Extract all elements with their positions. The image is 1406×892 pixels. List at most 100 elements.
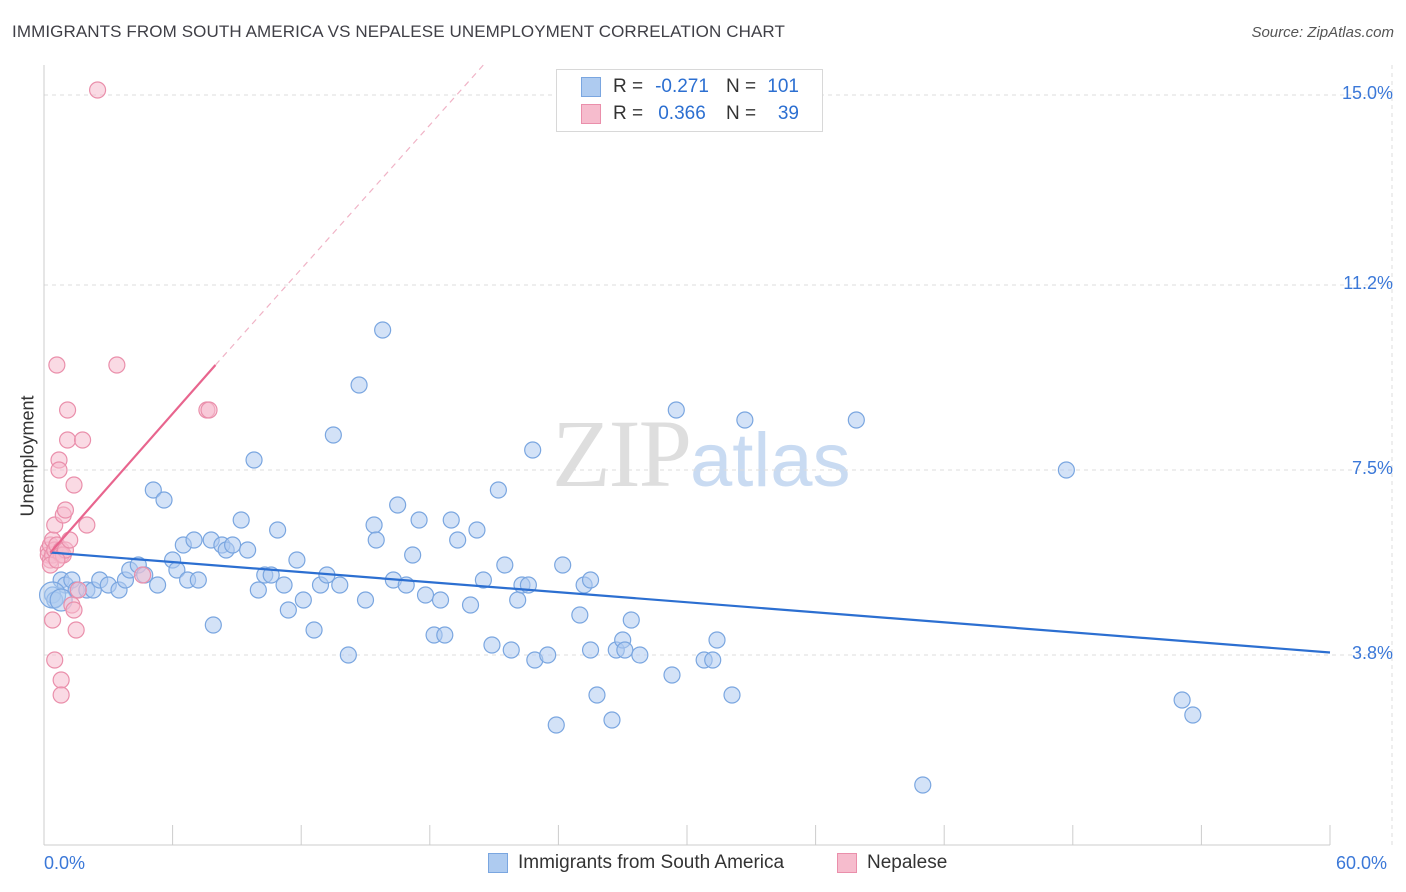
immigrants-point [239, 541, 257, 559]
nepalese-point [73, 431, 92, 449]
legend-row-nepalese: R = 0.366 N = 39 [581, 101, 799, 127]
immigrants-point [616, 641, 634, 659]
legend-n-label: N = [725, 76, 757, 97]
bottom-legend-swatch-blue [488, 853, 508, 873]
trend-lines [49, 64, 1331, 654]
immigrants-point [554, 556, 572, 574]
immigrants-point [144, 481, 162, 499]
immigrants-point [708, 631, 726, 649]
grid-lines [44, 65, 1393, 845]
series-immigrants-points [38, 321, 1202, 794]
nepalese-point [43, 611, 62, 629]
immigrants-point [249, 581, 267, 599]
immigrants-point [269, 521, 287, 539]
immigrants-point [204, 616, 222, 634]
immigrants-point [524, 441, 542, 459]
immigrants-point [667, 401, 685, 419]
immigrants-point [288, 551, 306, 569]
immigrants-point [603, 711, 621, 729]
legend-r-label: R = [613, 103, 644, 124]
source-label: Source: ZipAtlas.com [1251, 24, 1394, 41]
immigrants-point [404, 546, 422, 564]
immigrants-point [367, 531, 385, 549]
legend-n-value: 39 [777, 103, 799, 124]
immigrants-point [1184, 706, 1202, 724]
legend-n-label: N = [725, 103, 757, 124]
y-tick-label: 11.2% [1343, 273, 1393, 293]
nepalese-point [52, 686, 70, 704]
nepalese-point [58, 431, 77, 449]
nepalese-point [88, 81, 107, 99]
x-tick-label-max: 60.0% [1336, 853, 1388, 873]
immigrants-point [305, 621, 323, 639]
immigrants-point [449, 531, 467, 549]
nepalese-point [48, 356, 66, 374]
immigrants-point [374, 321, 392, 339]
immigrants-point [736, 411, 754, 429]
legend-r-label: R = [613, 76, 644, 97]
nepalese-point [61, 531, 79, 549]
immigrants-point [663, 666, 681, 684]
nepalese-point [200, 401, 218, 419]
legend-swatch-blue [581, 77, 601, 97]
immigrants-point [279, 601, 297, 619]
nepalese-point [56, 501, 75, 519]
immigrants-point [350, 376, 368, 394]
legend-swatch-pink [581, 104, 601, 124]
y-tick-label: 7.5% [1351, 458, 1393, 478]
y-axis-title: Unemployment [17, 395, 38, 517]
nepalese-point [65, 476, 83, 494]
immigrants-point [410, 511, 428, 529]
correlation-legend: R = -0.271 N = 101 R = 0.366 N = 39 [556, 69, 823, 132]
immigrants-point [539, 646, 557, 664]
axes [43, 65, 1331, 846]
immigrants-point [331, 576, 349, 594]
immigrants-point [356, 591, 375, 609]
immigrants-point [496, 556, 514, 574]
nepalese-point [46, 651, 64, 669]
immigrants-point [185, 531, 203, 549]
immigrants-point [468, 521, 486, 539]
immigrants-point [489, 481, 507, 499]
nepalese-point [69, 581, 87, 599]
series-nepalese-points [39, 81, 218, 704]
immigrants-point [622, 611, 640, 629]
immigrants-point [723, 686, 741, 704]
bottom-legend-label: Nepalese [867, 852, 948, 873]
watermark-zip: ZIP [552, 400, 692, 507]
immigrants-point [431, 591, 450, 609]
nepalese-point [67, 621, 85, 639]
immigrants-point [389, 496, 407, 514]
immigrants-point [155, 491, 173, 509]
immigrants-point [442, 511, 460, 529]
nepalese-point [78, 516, 96, 534]
immigrants-point [1057, 461, 1075, 479]
immigrants-point [581, 641, 600, 659]
immigrants-point [509, 591, 527, 609]
legend-row-immigrants: R = -0.271 N = 101 [581, 74, 799, 100]
immigrants-point [324, 426, 342, 444]
immigrants-point [914, 776, 932, 794]
immigrants-point [224, 536, 242, 554]
y-tick-label: 3.8% [1351, 643, 1393, 663]
bottom-legend-nepalese: Nepalese [837, 852, 947, 874]
immigrants-point [436, 626, 454, 644]
immigrants-point [704, 651, 722, 669]
immigrants-point [474, 571, 492, 589]
nepalese-point [108, 356, 126, 374]
bottom-legend-swatch-pink [837, 853, 857, 873]
immigrants-point [294, 591, 312, 609]
watermark: ZIPatlas [552, 398, 851, 509]
nepalese-point [58, 401, 77, 419]
bottom-legend-label: Immigrants from South America [518, 852, 785, 873]
immigrants-point [275, 576, 293, 594]
immigrants-point [483, 636, 501, 654]
immigrants-point [1173, 691, 1191, 709]
x-tick-label-min: 0.0% [44, 853, 86, 873]
immigrants-point [148, 576, 167, 594]
nepalese-point [52, 671, 70, 689]
bottom-legend-immigrants: Immigrants from South America [488, 852, 784, 874]
immigrants-point [416, 586, 435, 604]
y-tick-label: 15.0% [1341, 83, 1393, 103]
